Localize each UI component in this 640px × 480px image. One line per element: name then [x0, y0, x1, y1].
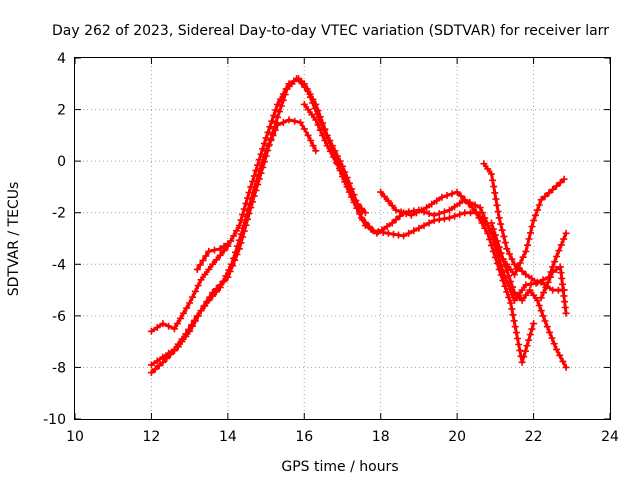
series-track-4 — [193, 240, 232, 273]
x-tick-label: 16 — [295, 429, 313, 445]
y-tick-label: -4 — [52, 257, 66, 273]
series-line — [302, 102, 367, 215]
series-layer — [147, 75, 570, 377]
series-line — [379, 177, 566, 277]
y-tick-label: -8 — [52, 360, 66, 376]
y-tick-label: 0 — [57, 154, 66, 170]
series-markers — [147, 116, 320, 369]
series-markers — [537, 263, 570, 317]
x-tick-label: 18 — [372, 429, 390, 445]
series-markers — [300, 100, 369, 217]
x-tick-label: 22 — [525, 429, 543, 445]
series-track-7 — [480, 160, 570, 286]
series-track-5 — [300, 100, 369, 217]
series-track-6 — [377, 175, 568, 279]
x-tick-label: 10 — [66, 429, 84, 445]
x-axis-label: GPS time / hours — [281, 459, 398, 475]
series-track-1 — [147, 75, 538, 377]
plot-frame — [74, 57, 611, 420]
series-markers — [193, 240, 232, 273]
series-markers — [488, 219, 570, 371]
series-track-8 — [488, 219, 570, 371]
x-tick-label: 24 — [601, 429, 619, 445]
y-tick-label: 2 — [57, 103, 66, 119]
series-markers — [377, 175, 568, 279]
x-tick-label: 12 — [143, 429, 161, 445]
y-tick-label: 4 — [57, 51, 66, 67]
series-markers — [147, 75, 538, 377]
series-track-2 — [147, 116, 320, 369]
chart-title: Day 262 of 2023, Sidereal Day-to-day VTE… — [52, 23, 609, 39]
grid-layer — [75, 58, 610, 419]
x-tick-label: 14 — [219, 429, 237, 445]
x-tick-label: 20 — [448, 429, 466, 445]
series-track-9 — [537, 263, 570, 317]
y-tick-label: -6 — [52, 309, 66, 325]
y-tick-label: -2 — [52, 206, 66, 222]
y-axis-label: SDTVAR / TECUs — [6, 182, 22, 297]
series-line — [149, 77, 536, 375]
y-tick-label: -10 — [43, 412, 66, 428]
